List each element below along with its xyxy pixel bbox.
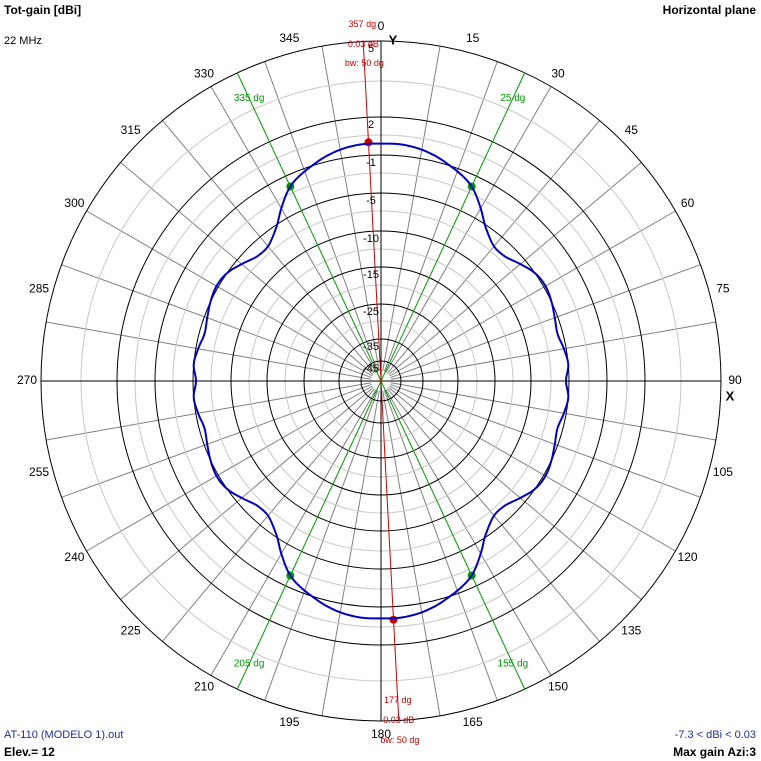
- max-gain-line: [362, 41, 382, 382]
- spoke-line: [264, 390, 379, 701]
- spoke-line: [46, 382, 372, 441]
- max-gain-label: bw: 50 dg: [345, 58, 384, 68]
- angle-label: 30: [551, 67, 565, 81]
- spoke-line: [210, 86, 377, 373]
- max-gain-label: Max gain Azi:3: [673, 745, 756, 759]
- angle-label: 15: [466, 31, 480, 45]
- max-gain-markers: 357 dg 0.03 dB bw: 50 dg 177 dg 0.03 dB bw: 5…: [345, 19, 420, 745]
- spoke-line: [264, 61, 379, 372]
- angle-label: 165: [463, 715, 483, 729]
- beamwidth-line: [236, 72, 382, 382]
- chart-title: Tot-gain [dBi]: [4, 3, 82, 17]
- angle-label: 90: [728, 373, 742, 387]
- angle-label: 180: [371, 727, 391, 741]
- elevation-label: Elev.= 12: [4, 745, 55, 759]
- polar-labels: 0153045607590105120135150165180195210225…: [17, 19, 742, 741]
- ring-label: -5: [366, 195, 376, 207]
- spoke-line: [385, 389, 552, 676]
- spoke-line: [388, 162, 642, 375]
- angle-label: 225: [121, 623, 141, 637]
- spoke-line: [385, 86, 552, 373]
- spoke-line: [210, 389, 377, 676]
- frequency-label: 22 MHz: [4, 35, 42, 47]
- angle-label: 60: [681, 196, 695, 210]
- angle-label: 120: [678, 550, 698, 564]
- spoke-line: [390, 383, 701, 498]
- angle-label: 255: [29, 465, 49, 479]
- angle-label: 270: [17, 373, 37, 387]
- angle-label: 210: [194, 680, 214, 694]
- ring-label: -35: [363, 341, 379, 353]
- angle-label: 105: [713, 465, 733, 479]
- max-gain-label: 0.03 dB: [383, 715, 414, 725]
- max-gain-label: 177 dg: [384, 695, 412, 705]
- ring-label: 5: [368, 43, 374, 55]
- angle-label: 45: [625, 123, 639, 137]
- spoke-line: [390, 264, 701, 379]
- spoke-line: [61, 264, 372, 379]
- angle-label: 150: [548, 680, 568, 694]
- spoke-line: [389, 210, 676, 377]
- beamwidth-line: [380, 380, 526, 690]
- max-gain-line: [380, 380, 400, 721]
- spoke-line: [61, 383, 372, 498]
- max-gain-label: 0.03 dB: [348, 39, 379, 49]
- spoke-line: [388, 387, 642, 600]
- angle-label: 0: [378, 19, 385, 33]
- beamwidth-label: 155 dg: [498, 658, 529, 669]
- beamwidth-line: [380, 72, 526, 382]
- ring-label: -25: [363, 306, 379, 318]
- angle-label: 330: [194, 67, 214, 81]
- spoke-line: [389, 385, 676, 552]
- spoke-line: [86, 385, 373, 552]
- beamwidth-label: 25 dg: [500, 93, 525, 104]
- max-gain-point: [364, 138, 373, 147]
- ring-label: -45: [363, 363, 379, 375]
- spoke-line: [46, 321, 372, 380]
- spoke-line: [382, 390, 441, 716]
- max-gain-point: [389, 615, 398, 624]
- angle-label: 75: [716, 282, 730, 296]
- ring-label: -15: [363, 269, 379, 281]
- spoke-line: [321, 390, 380, 716]
- spoke-line: [390, 321, 716, 380]
- file-name: AT-110 (MODELO 1).out: [4, 729, 124, 741]
- max-gain-label: bw: 50 dg: [380, 735, 419, 745]
- spoke-line: [382, 46, 441, 372]
- ring-label: -1: [366, 157, 376, 169]
- spoke-line: [383, 61, 498, 372]
- spoke-line: [86, 210, 373, 377]
- spoke-line: [390, 382, 716, 441]
- spoke-line: [383, 390, 498, 701]
- spoke-line: [120, 387, 374, 600]
- angle-label: 345: [279, 31, 299, 45]
- gain-pattern-line: [192, 142, 570, 620]
- angle-label: 240: [64, 550, 84, 564]
- pattern-series: [192, 142, 570, 620]
- beamwidth-markers: 335 dg 25 dg 155 dg 205 dg: [234, 72, 529, 690]
- spoke-line: [120, 162, 374, 375]
- ring-label: -10: [363, 233, 379, 245]
- beamwidth-label: 335 dg: [234, 93, 265, 104]
- x-axis-name: X: [726, 388, 735, 403]
- angle-label: 315: [121, 123, 141, 137]
- beamwidth-line: [236, 380, 382, 690]
- ring-label: 2: [368, 119, 374, 131]
- spoke-line: [321, 46, 380, 372]
- angle-label: 300: [64, 196, 84, 210]
- y-axis-name: Y: [389, 32, 398, 47]
- angle-label: 135: [621, 623, 641, 637]
- plane-label: Horizontal plane: [662, 3, 756, 17]
- angle-label: 285: [29, 282, 49, 296]
- max-gain-label: 357 dg: [349, 19, 377, 29]
- beamwidth-label: 205 dg: [234, 658, 265, 669]
- angle-label: 195: [279, 715, 299, 729]
- gain-range: -7.3 < dBi < 0.03: [674, 729, 756, 741]
